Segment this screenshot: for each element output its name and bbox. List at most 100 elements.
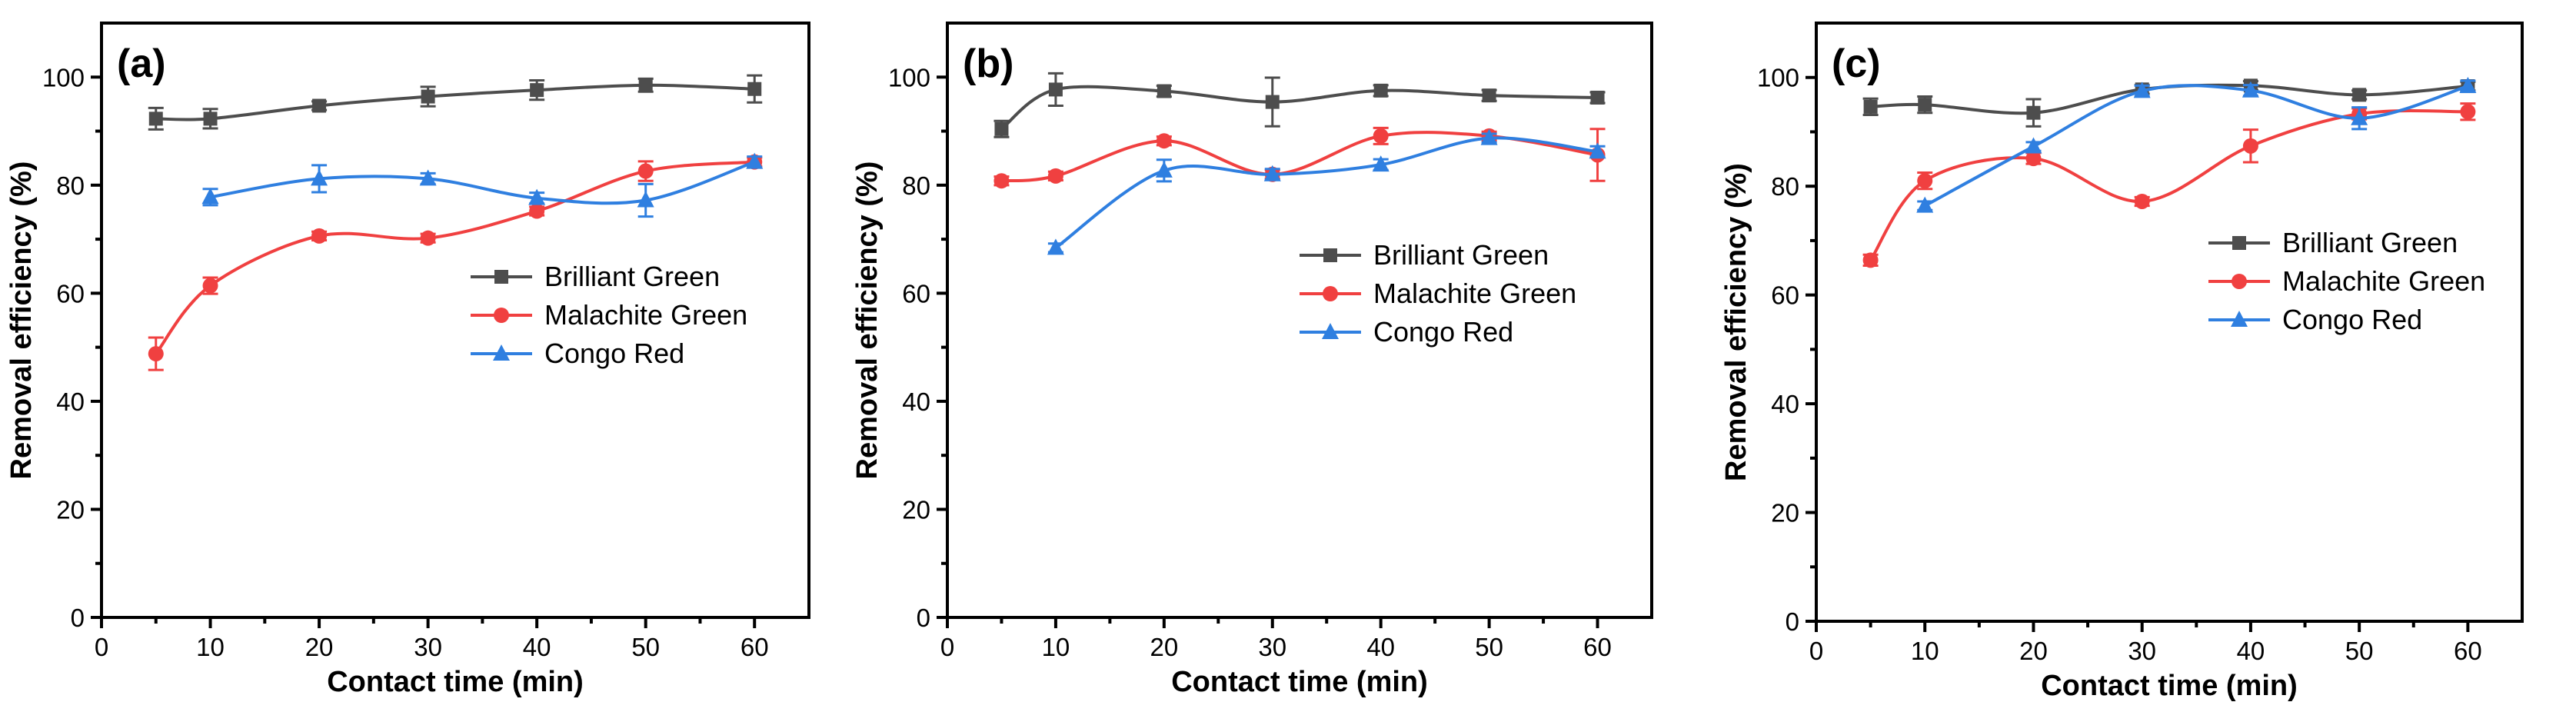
series-line [1924,84,2468,208]
data-point [2242,138,2258,154]
x-tick-label: 10 [196,633,225,661]
x-tick-label: 10 [1911,637,1939,665]
panel-label: (b) [963,42,1013,86]
series-congo-red [1047,128,1606,255]
data-point [2459,77,2477,94]
y-tick-label: 20 [902,495,930,524]
legend-marker [2232,236,2246,250]
chart-panel-2: 0 10 20 30 40 50 60 0 20 40 60 80 100 Contact time (m… [851,22,1653,698]
legend-marker [1322,323,1339,339]
y-tick-label: 80 [1771,172,1799,201]
data-point [1373,83,1388,98]
x-tick-label: 0 [940,633,954,661]
data-point [311,169,328,186]
data-point [420,230,436,246]
data-point [747,82,762,96]
data-point [1917,173,1933,189]
legend-label: Malachite Green [1373,278,1576,309]
series-line [210,160,755,205]
y-tick-label: 100 [42,63,85,91]
series-congo-red [1916,77,2477,213]
y-tick-label: 0 [917,604,930,632]
chart-panel-3: 0 10 20 30 40 50 60 0 20 40 60 80 100 Contact time (m… [1720,22,2524,702]
data-point [1263,165,1281,181]
y-tick-label: 60 [902,279,930,308]
data-point [1590,90,1605,105]
data-point [2025,137,2042,154]
y-tick-label: 60 [1771,281,1799,310]
x-tick-label: 50 [1475,633,1503,661]
data-point [1372,155,1390,172]
data-point [637,163,654,179]
x-tick-label: 50 [2345,637,2374,665]
plot-frame [1815,22,2524,623]
series-line [155,83,755,121]
x-tick-label: 60 [1583,633,1612,661]
legend-label: Brilliant Green [2282,227,2458,258]
legend-marker [494,308,509,323]
series-congo-red [201,152,764,218]
legend-label: Malachite Green [544,299,747,331]
data-point [1048,82,1063,97]
data-point [1589,142,1606,159]
data-point [1863,99,1878,114]
y-axis-title: Removal efficiency (%) [5,161,38,480]
legend-label: Congo Red [544,338,684,369]
x-tick-label: 40 [2237,637,2265,665]
x-tick-label: 30 [414,633,442,661]
data-point [312,98,327,113]
y-tick-label: 0 [71,604,85,632]
x-tick-label: 0 [95,633,108,661]
legend-label: Brilliant Green [1373,239,1549,271]
legend-label: Congo Red [1373,316,1513,348]
x-axis-title: Contact time (min) [2041,670,2298,702]
x-tick-label: 20 [305,633,334,661]
y-tick-label: 80 [902,171,930,200]
y-tick-label: 40 [1771,390,1799,418]
data-point [529,203,545,219]
data-point [1265,95,1280,109]
x-tick-label: 10 [1042,633,1070,661]
series-brilliant-green [993,72,1606,138]
y-tick-label: 40 [56,388,85,416]
x-tick-label: 60 [741,633,769,661]
data-point [148,346,164,362]
series-malachite-green [993,126,1606,189]
series-line [1054,136,1598,249]
data-point [2351,108,2368,125]
data-point [993,173,1010,189]
x-tick-label: 60 [2454,637,2482,665]
plot-frame [946,22,1653,619]
x-tick-label: 30 [1258,633,1286,661]
y-axis-title: Removal efficiency (%) [1720,163,1752,481]
data-point [1373,128,1389,144]
data-point [994,121,1009,136]
data-point [1862,252,1879,268]
legend-marker [493,344,510,361]
series-brilliant-green [148,74,763,131]
data-point [2133,82,2151,98]
y-tick-label: 20 [56,495,85,524]
legend-marker [494,270,508,284]
data-point [2352,88,2367,102]
y-tick-label: 60 [56,279,85,308]
y-tick-label: 20 [1771,499,1799,527]
panel-label: (a) [117,42,166,86]
data-point [1157,84,1171,98]
x-axis-title: Contact time (min) [1171,666,1428,698]
x-tick-label: 50 [631,633,660,661]
plot-frame [100,22,810,619]
data-point [419,169,437,186]
legend-label: Congo Red [2282,304,2422,335]
data-point [2460,104,2476,120]
data-point [421,89,435,104]
y-tick-label: 40 [902,388,930,416]
legend-label: Brilliant Green [544,261,720,292]
data-point [528,188,546,205]
data-point [311,228,328,244]
legend-marker [2231,311,2248,327]
y-tick-label: 0 [1786,607,1799,636]
data-point [2026,105,2041,120]
x-tick-label: 20 [2019,637,2048,665]
